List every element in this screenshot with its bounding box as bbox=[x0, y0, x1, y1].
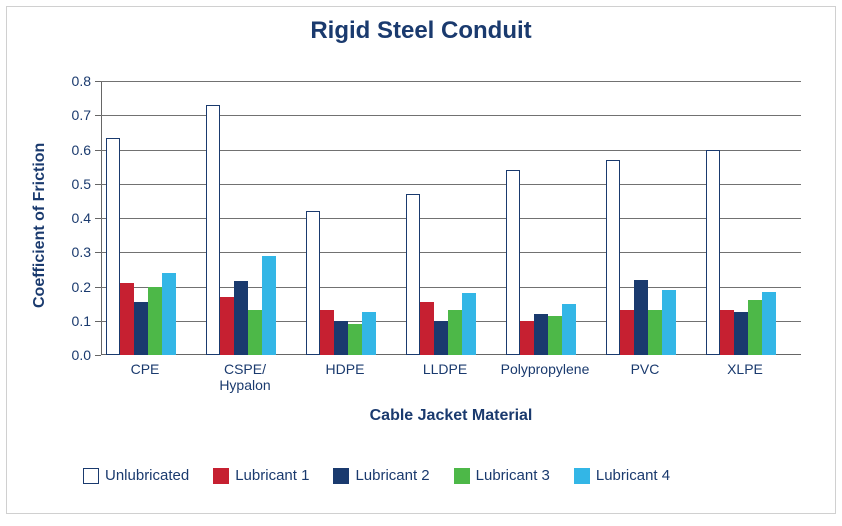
chart-title: Rigid Steel Conduit bbox=[7, 17, 835, 45]
bar bbox=[748, 300, 762, 355]
bar bbox=[148, 287, 162, 356]
bar bbox=[306, 211, 320, 355]
bar bbox=[462, 293, 476, 355]
y-tick-label: 0.1 bbox=[72, 313, 91, 329]
legend-item: Lubricant 4 bbox=[574, 467, 670, 484]
category-label: LLDPE bbox=[395, 361, 495, 377]
category-label: HDPE bbox=[295, 361, 395, 377]
y-tick bbox=[95, 252, 101, 253]
y-tick-label: 0.8 bbox=[72, 73, 91, 89]
bar bbox=[520, 321, 534, 355]
y-tick-label: 0.3 bbox=[72, 244, 91, 260]
bar bbox=[320, 310, 334, 355]
grid-line bbox=[101, 81, 801, 82]
y-tick bbox=[95, 355, 101, 356]
bar bbox=[562, 304, 576, 355]
y-tick bbox=[95, 218, 101, 219]
legend-label: Lubricant 3 bbox=[476, 467, 550, 484]
plot-area: 0.00.10.20.30.40.50.60.70.8CPECSPE/Hypal… bbox=[101, 81, 801, 355]
bar bbox=[634, 280, 648, 355]
legend-swatch bbox=[213, 468, 229, 484]
bar bbox=[506, 170, 520, 355]
bar bbox=[734, 312, 748, 355]
bar bbox=[134, 302, 148, 355]
y-tick bbox=[95, 321, 101, 322]
y-tick bbox=[95, 115, 101, 116]
legend-item: Lubricant 2 bbox=[333, 467, 429, 484]
legend-item: Lubricant 1 bbox=[213, 467, 309, 484]
legend-label: Unlubricated bbox=[105, 467, 189, 484]
bar bbox=[206, 105, 220, 355]
bar bbox=[434, 321, 448, 355]
bar bbox=[162, 273, 176, 355]
y-tick-label: 0.7 bbox=[72, 107, 91, 123]
legend-swatch bbox=[574, 468, 590, 484]
bar bbox=[348, 324, 362, 355]
legend-item: Lubricant 3 bbox=[454, 467, 550, 484]
bar bbox=[662, 290, 676, 355]
category-label: PVC bbox=[595, 361, 695, 377]
bar bbox=[648, 310, 662, 355]
bar bbox=[334, 321, 348, 355]
category-label: CPE bbox=[95, 361, 195, 377]
y-tick bbox=[95, 184, 101, 185]
legend-item: Unlubricated bbox=[83, 467, 189, 484]
chart-container: Rigid Steel Conduit 0.00.10.20.30.40.50.… bbox=[6, 6, 836, 514]
bar bbox=[620, 310, 634, 355]
x-axis-label: Cable Jacket Material bbox=[101, 407, 801, 425]
category-label: XLPE bbox=[695, 361, 795, 377]
legend-swatch bbox=[454, 468, 470, 484]
y-tick-label: 0.0 bbox=[72, 347, 91, 363]
legend-label: Lubricant 4 bbox=[596, 467, 670, 484]
y-tick bbox=[95, 287, 101, 288]
y-tick-label: 0.2 bbox=[72, 279, 91, 295]
bar bbox=[448, 310, 462, 355]
bar bbox=[406, 194, 420, 355]
y-tick-label: 0.4 bbox=[72, 210, 91, 226]
bar bbox=[720, 310, 734, 355]
legend-swatch bbox=[83, 468, 99, 484]
bar bbox=[262, 256, 276, 355]
y-tick-label: 0.5 bbox=[72, 176, 91, 192]
legend: Unlubricated Lubricant 1 Lubricant 2 Lubric… bbox=[83, 467, 670, 484]
bar bbox=[606, 160, 620, 355]
bar bbox=[220, 297, 234, 355]
y-tick bbox=[95, 81, 101, 82]
bar bbox=[120, 283, 134, 355]
bar bbox=[420, 302, 434, 355]
legend-label: Lubricant 2 bbox=[355, 467, 429, 484]
y-tick bbox=[95, 150, 101, 151]
bar bbox=[706, 150, 720, 356]
bar bbox=[362, 312, 376, 355]
legend-swatch bbox=[333, 468, 349, 484]
bar bbox=[234, 281, 248, 355]
category-label: Polypropylene bbox=[495, 361, 595, 377]
bar bbox=[106, 138, 120, 355]
category-label: CSPE/Hypalon bbox=[195, 361, 295, 393]
bar bbox=[248, 310, 262, 355]
bar bbox=[762, 292, 776, 355]
y-axis-label: Coefficient of Friction bbox=[31, 143, 49, 308]
bar bbox=[548, 316, 562, 355]
bar bbox=[534, 314, 548, 355]
y-tick-label: 0.6 bbox=[72, 142, 91, 158]
legend-label: Lubricant 1 bbox=[235, 467, 309, 484]
